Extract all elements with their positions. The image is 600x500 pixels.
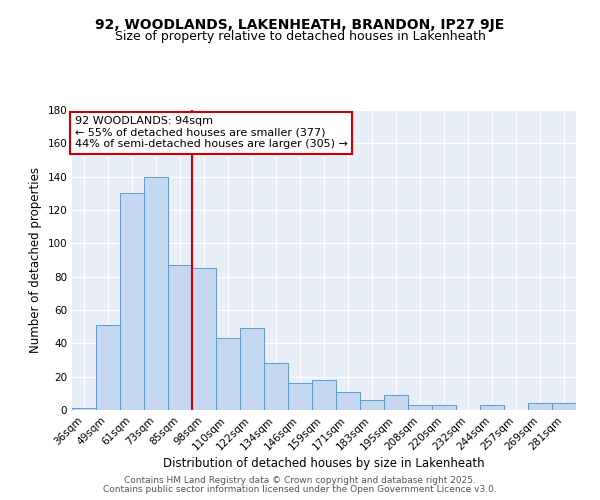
Text: Contains public sector information licensed under the Open Government Licence v3: Contains public sector information licen…	[103, 484, 497, 494]
Bar	[264, 364, 288, 410]
Bar	[408, 405, 432, 410]
Text: Size of property relative to detached houses in Lakenheath: Size of property relative to detached ho…	[115, 30, 485, 43]
Bar	[360, 400, 384, 410]
Bar	[72, 408, 96, 410]
Bar	[336, 392, 360, 410]
Bar	[216, 338, 240, 410]
Bar	[432, 405, 456, 410]
X-axis label: Distribution of detached houses by size in Lakenheath: Distribution of detached houses by size …	[163, 458, 485, 470]
Text: Contains HM Land Registry data © Crown copyright and database right 2025.: Contains HM Land Registry data © Crown c…	[124, 476, 476, 485]
Bar	[288, 384, 312, 410]
Bar	[312, 380, 336, 410]
Text: 92 WOODLANDS: 94sqm
← 55% of detached houses are smaller (377)
44% of semi-detac: 92 WOODLANDS: 94sqm ← 55% of detached ho…	[74, 116, 347, 149]
Y-axis label: Number of detached properties: Number of detached properties	[29, 167, 42, 353]
Bar	[96, 325, 120, 410]
Bar	[192, 268, 216, 410]
Bar	[528, 404, 552, 410]
Bar	[144, 176, 168, 410]
Bar	[552, 404, 576, 410]
Bar	[120, 194, 144, 410]
Bar	[480, 405, 504, 410]
Bar	[240, 328, 264, 410]
Bar	[168, 265, 192, 410]
Bar	[384, 395, 408, 410]
Text: 92, WOODLANDS, LAKENHEATH, BRANDON, IP27 9JE: 92, WOODLANDS, LAKENHEATH, BRANDON, IP27…	[95, 18, 505, 32]
